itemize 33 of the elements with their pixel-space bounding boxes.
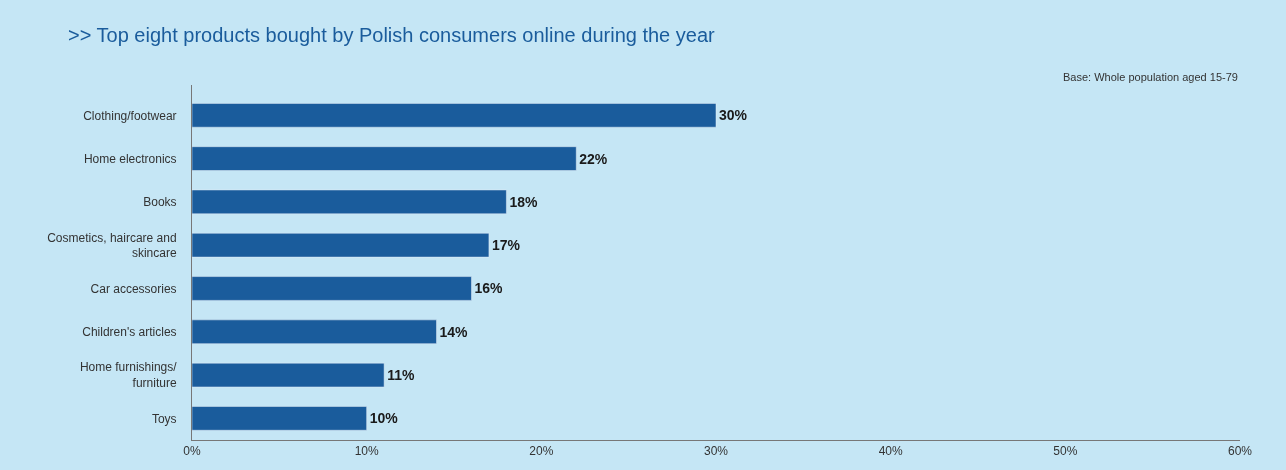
x-tick-label: 50% [1053,444,1078,459]
y-tick-label: Children's articles [82,324,177,339]
data-label: 16% [474,280,504,297]
bar [192,146,577,171]
y-tick-label: Home furnishings/furniture [79,360,178,391]
y-tick-label: Toys [151,411,177,426]
x-tick-label: 10% [354,444,379,459]
bar [192,103,717,128]
y-tick-label: Clothing/footwear [83,108,177,123]
y-tick-label: Home electronics [83,151,177,166]
bar [192,276,472,301]
x-tick-label: 0% [183,444,201,459]
data-label: 22% [579,150,608,167]
x-tick-label: 30% [703,444,729,459]
text: Base: Whole population aged 15-79 [1063,71,1238,83]
data-label: 17% [491,237,521,254]
data-label: 10% [369,410,399,427]
bar [192,319,437,344]
data-label: 30% [719,107,748,124]
x-tick-label: 20% [529,444,554,459]
chart-title: >> Top eight products bought by Polish consumers online during the year [68,24,716,46]
data-label: 14% [439,323,469,340]
bar [192,189,507,215]
y-tick-label: Cosmetics, haircare and skincare [47,230,177,261]
data-label: 18% [509,193,538,210]
bar [192,362,385,388]
x-tick-label: 60% [1227,444,1253,459]
bar [192,233,490,258]
data-label: 11% [387,367,415,384]
x-tick-label: 40% [878,444,903,459]
bar [192,406,367,431]
y-tick-label: Books [143,195,177,210]
y-tick-label: Car accessories [90,281,177,296]
